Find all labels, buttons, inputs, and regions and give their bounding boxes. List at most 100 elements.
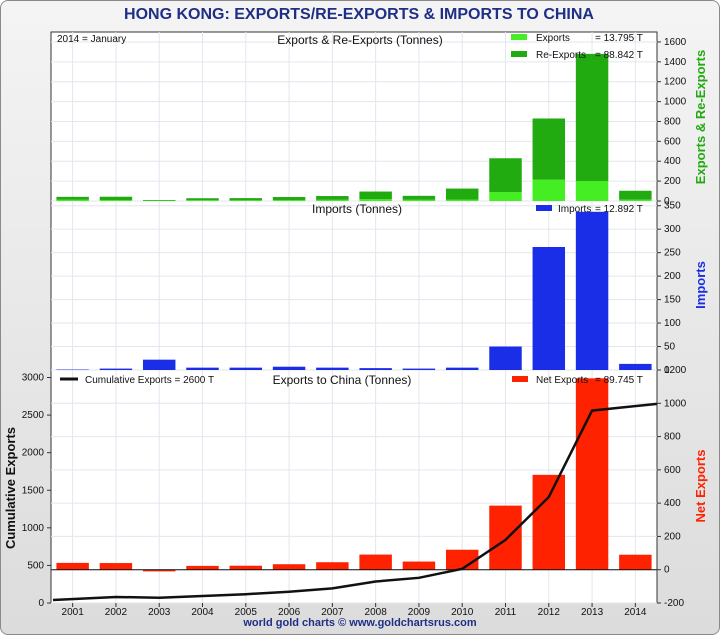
xtick-label: 2008 [365,607,388,618]
xtick-label: 2003 [148,607,171,618]
ytick-label-right: 1000 [664,398,687,409]
ytick-label: 1400 [664,57,687,68]
yaxis-label-net: Net Exports [693,450,708,523]
panel2-title: Imports (Tonnes) [312,202,402,216]
bar-net-exports [575,378,609,570]
bar-net-exports [99,563,133,570]
ytick-label: 800 [664,116,681,127]
xtick-label: 2006 [278,607,301,618]
bar-reexports [445,188,479,200]
legend-cumulative-label: Cumulative Exports = 2600 T [85,375,214,386]
legend-exports-label: Exports [536,33,570,44]
bar-net-exports [359,554,392,570]
ytick-label: 1600 [664,37,687,48]
legend-reexports-value: = 88.842 T [595,50,643,61]
ytick-label: 0 [664,196,670,207]
bar-reexports [186,198,219,201]
ytick-label: 0 [664,365,670,376]
ytick-label: 350 [664,201,681,212]
ytick-label-left: 0 [38,598,44,609]
ytick-label-right: 600 [664,465,681,476]
bar-imports [445,367,479,370]
xtick-label: 2005 [235,607,258,618]
bar-net-exports [56,562,89,570]
bar-reexports [575,53,609,182]
bar-net-exports [619,554,652,570]
bar-reexports [402,195,436,200]
date-note: 2014 = January [57,34,126,45]
bar-net-exports [532,474,566,570]
legend-imports-value: = 12.892 T [595,204,643,215]
xtick-label: 2014 [624,607,647,618]
ytick-label-right: 800 [664,432,681,443]
xtick-label: 2007 [321,607,344,618]
xtick-label: 2012 [538,607,561,618]
ytick-label: 600 [664,136,681,147]
yaxis-label-exports: Exports & Re-Exports [693,50,708,184]
bar-exports [489,192,522,201]
bar-reexports [99,196,133,201]
bar-reexports [272,197,306,201]
bar-net-exports [186,565,219,570]
bar-imports [532,247,566,370]
ytick-label: 200 [664,176,681,187]
bar-imports [272,366,306,370]
legend-reexports-swatch [511,51,527,57]
panel-imports-area [50,200,658,371]
bar-exports [532,179,566,201]
bar-imports [619,363,652,370]
ytick-label: 400 [664,156,681,167]
bar-reexports [56,196,89,200]
ytick-label: 50 [664,342,676,353]
chart-title: HONG KONG: EXPORTS/RE-EXPORTS & IMPORTS … [124,6,594,23]
bar-reexports [359,191,392,200]
panel1-title: Exports & Re-Exports (Tonnes) [277,33,442,47]
ytick-label: 150 [664,295,681,306]
bar-imports [575,211,609,370]
bar-imports [142,359,176,370]
legend-net-label: Net Exports [536,375,588,386]
bar-reexports [489,158,522,193]
xtick-label: 2001 [62,607,85,618]
xtick-label: 2009 [408,607,431,618]
bar-exports [575,181,609,201]
bar-exports [359,199,392,201]
ytick-label-left: 2000 [22,448,45,459]
ytick-label: 250 [664,248,681,259]
bar-reexports [532,118,566,180]
yaxis-label-cumulative: Cumulative Exports [3,427,18,549]
bar-imports [99,368,133,370]
ytick-label: 1000 [664,97,687,108]
xtick-label: 2004 [191,607,214,618]
bar-net-exports [316,562,349,570]
chart-marks: 0200400600800100012001400160005010015020… [22,37,687,618]
ytick-label-left: 2500 [22,410,45,421]
ytick-label: 200 [664,271,681,282]
legend-imports-label: Imports [558,204,591,215]
bar-imports [359,368,392,370]
ytick-label-left: 500 [27,560,44,571]
ytick-label-right: 200 [664,531,681,542]
ytick-label-left: 1000 [22,523,45,534]
bar-imports [229,367,263,370]
legend-reexports-label: Re-Exports [536,50,586,61]
yaxis-label-imports: Imports [693,261,708,309]
bar-exports [272,200,306,201]
bar-exports [619,199,652,201]
bar-exports [56,199,89,201]
legend-exports-swatch [511,34,527,40]
bar-reexports [229,198,263,201]
ytick-label-right: 0 [664,565,670,576]
ytick-label-right: 1200 [664,365,687,376]
bar-exports [229,200,263,201]
line-cumulative-exports [52,402,658,602]
ytick-label-right: -200 [664,598,684,609]
bar-net-exports [272,564,306,570]
bar-exports [316,199,349,201]
bar-net-exports [142,569,176,572]
panel-net-area [50,369,658,604]
ytick-label-right: 400 [664,498,681,509]
bar-exports [402,199,436,201]
bar-imports [402,368,436,370]
